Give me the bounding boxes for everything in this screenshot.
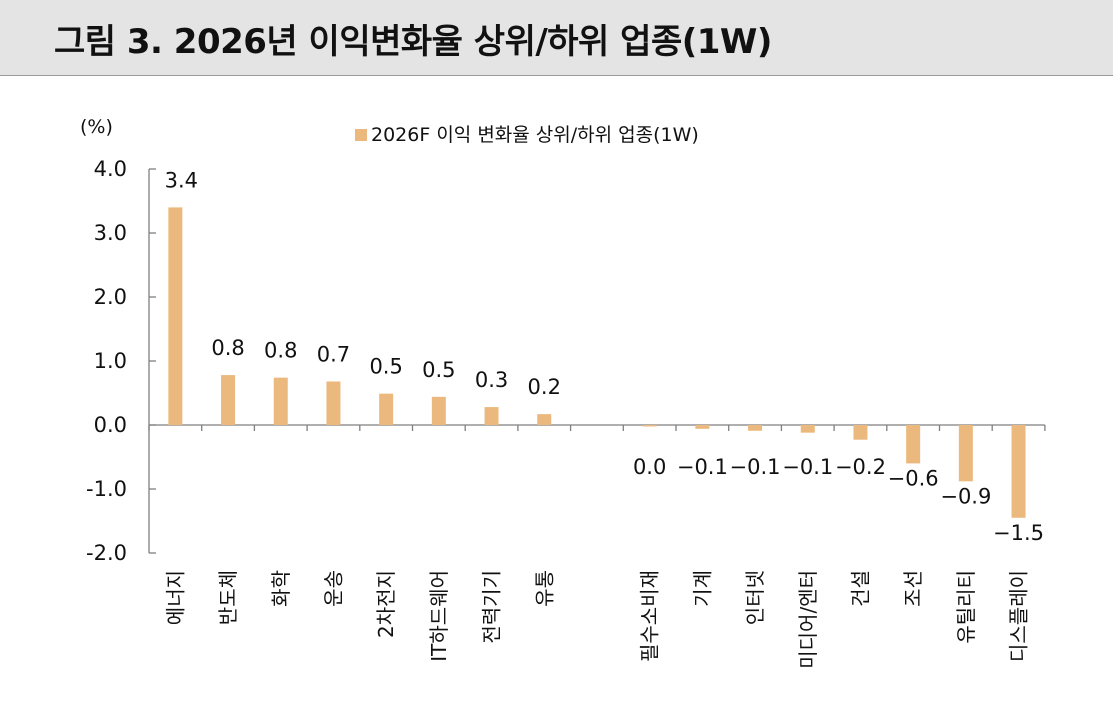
data-label: −1.5 xyxy=(993,521,1044,545)
category-label: 운송 xyxy=(321,570,345,607)
data-label: −0.1 xyxy=(782,455,833,479)
data-label: −0.9 xyxy=(940,484,991,508)
bar xyxy=(168,207,183,425)
bar xyxy=(853,425,868,440)
y-unit-label: (%) xyxy=(80,116,113,138)
category-label: 건설 xyxy=(848,570,872,607)
category-label: 유틸리티 xyxy=(954,570,978,644)
y-tick-label: 1.0 xyxy=(94,349,127,373)
data-label: −0.1 xyxy=(677,455,728,479)
category-label: 인터넷 xyxy=(743,570,767,625)
category-label: 필수소비재 xyxy=(638,570,662,662)
bar xyxy=(273,377,288,425)
bar xyxy=(221,375,236,425)
data-label: 3.4 xyxy=(165,168,198,192)
bar xyxy=(958,425,973,482)
legend-label: 2026F 이익 변화율 상위/하위 업종(1W) xyxy=(371,124,699,146)
y-tick-label: 3.0 xyxy=(94,221,127,245)
data-label: 0.8 xyxy=(264,339,297,363)
data-label: 0.5 xyxy=(422,358,455,382)
bar xyxy=(906,425,921,464)
data-label: −0.6 xyxy=(888,466,939,490)
data-label: 0.8 xyxy=(211,336,244,360)
category-label: 전력기기 xyxy=(480,570,504,644)
bar xyxy=(1011,425,1026,518)
bar xyxy=(379,393,394,425)
legend-swatch xyxy=(355,129,367,141)
y-tick-label: 0.0 xyxy=(94,413,127,437)
data-label: 0.0 xyxy=(633,455,666,479)
bar xyxy=(537,414,552,425)
y-tick-label: 4.0 xyxy=(94,157,127,181)
data-label: −0.1 xyxy=(730,455,781,479)
data-label: −0.2 xyxy=(835,455,886,479)
y-tick-label: 2.0 xyxy=(94,285,127,309)
data-label: 0.7 xyxy=(317,342,350,366)
header-band: 그림 3. 2026년 이익변화율 상위/하위 업종(1W) xyxy=(0,0,1113,76)
category-label: IT하드웨어 xyxy=(427,570,451,662)
category-label: 에너지 xyxy=(163,570,187,625)
figure-title: 그림 3. 2026년 이익변화율 상위/하위 업종(1W) xyxy=(54,22,772,62)
bar xyxy=(695,425,710,429)
y-tick-label: -1.0 xyxy=(86,477,127,501)
data-label: 0.3 xyxy=(475,368,508,392)
category-label: 화학 xyxy=(269,570,293,607)
category-label: 기계 xyxy=(690,570,714,607)
bar xyxy=(484,407,499,425)
category-label: 미디어/엔터 xyxy=(796,570,820,669)
data-label: 0.2 xyxy=(528,375,561,399)
category-label: 디스플레이 xyxy=(1007,570,1031,662)
category-label: 조선 xyxy=(901,570,925,607)
data-label: 0.5 xyxy=(369,355,402,379)
bar xyxy=(431,396,446,425)
bar xyxy=(326,381,341,425)
y-tick-label: -2.0 xyxy=(86,541,127,565)
category-label: 유통 xyxy=(532,570,556,607)
category-label: 반도체 xyxy=(216,570,240,625)
bar xyxy=(800,425,815,433)
bar xyxy=(748,425,763,431)
category-label: 2차전지 xyxy=(374,570,398,638)
bar xyxy=(642,425,657,427)
